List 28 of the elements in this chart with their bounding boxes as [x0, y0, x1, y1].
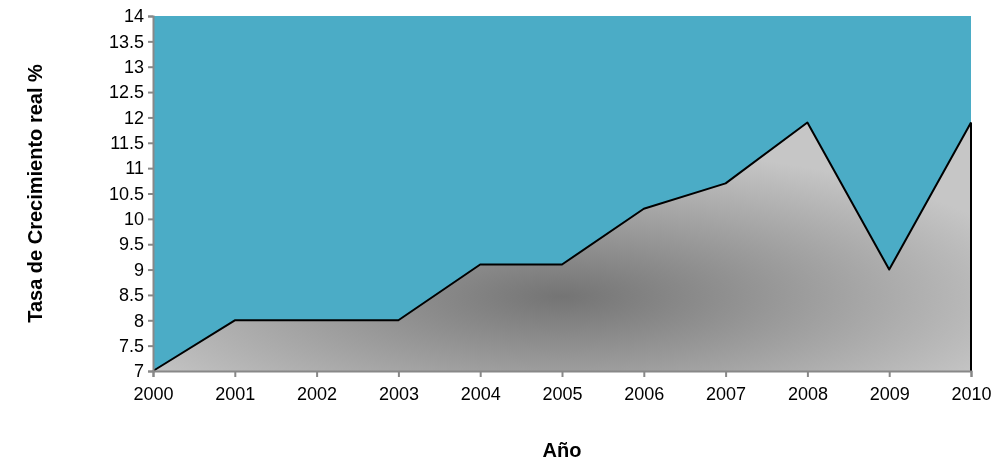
x-tick-label: 2003: [378, 383, 419, 404]
y-tick-label: 13.5: [108, 31, 144, 52]
x-tick-label: 2002: [297, 383, 338, 404]
x-axis-title: Año: [542, 439, 582, 461]
y-tick-label: 9.5: [118, 234, 144, 255]
y-tick-label: 11.5: [110, 133, 144, 154]
y-tick-label: 10.5: [108, 183, 144, 204]
y-axis-title: Tasa de Crecimiento real %: [24, 63, 46, 323]
x-tick-label: 2005: [542, 383, 583, 404]
y-tick-label: 7: [133, 361, 144, 382]
y-tick-label: 7.5: [118, 335, 144, 356]
x-tick-label: 2001: [215, 383, 256, 404]
y-tick-label: 8: [133, 310, 144, 331]
y-tick-label: 9: [133, 259, 144, 280]
x-tick-label: 2000: [133, 383, 174, 404]
x-tick-label: 2008: [787, 383, 828, 404]
x-tick-label: 2009: [869, 383, 910, 404]
y-tick-label: 13: [123, 56, 144, 77]
y-tick-label: 12: [123, 107, 144, 128]
x-tick-label: 2007: [706, 383, 747, 404]
x-tick-label: 2010: [951, 383, 992, 404]
y-tick-label: 12.5: [108, 82, 144, 103]
y-tick-label: 8.5: [118, 285, 144, 306]
x-tick-label: 2006: [624, 383, 665, 404]
y-tick-label: 14: [123, 6, 144, 27]
y-tick-label: 11: [125, 158, 144, 179]
y-tick-label: 10: [123, 209, 144, 230]
x-tick-label: 2004: [460, 383, 501, 404]
